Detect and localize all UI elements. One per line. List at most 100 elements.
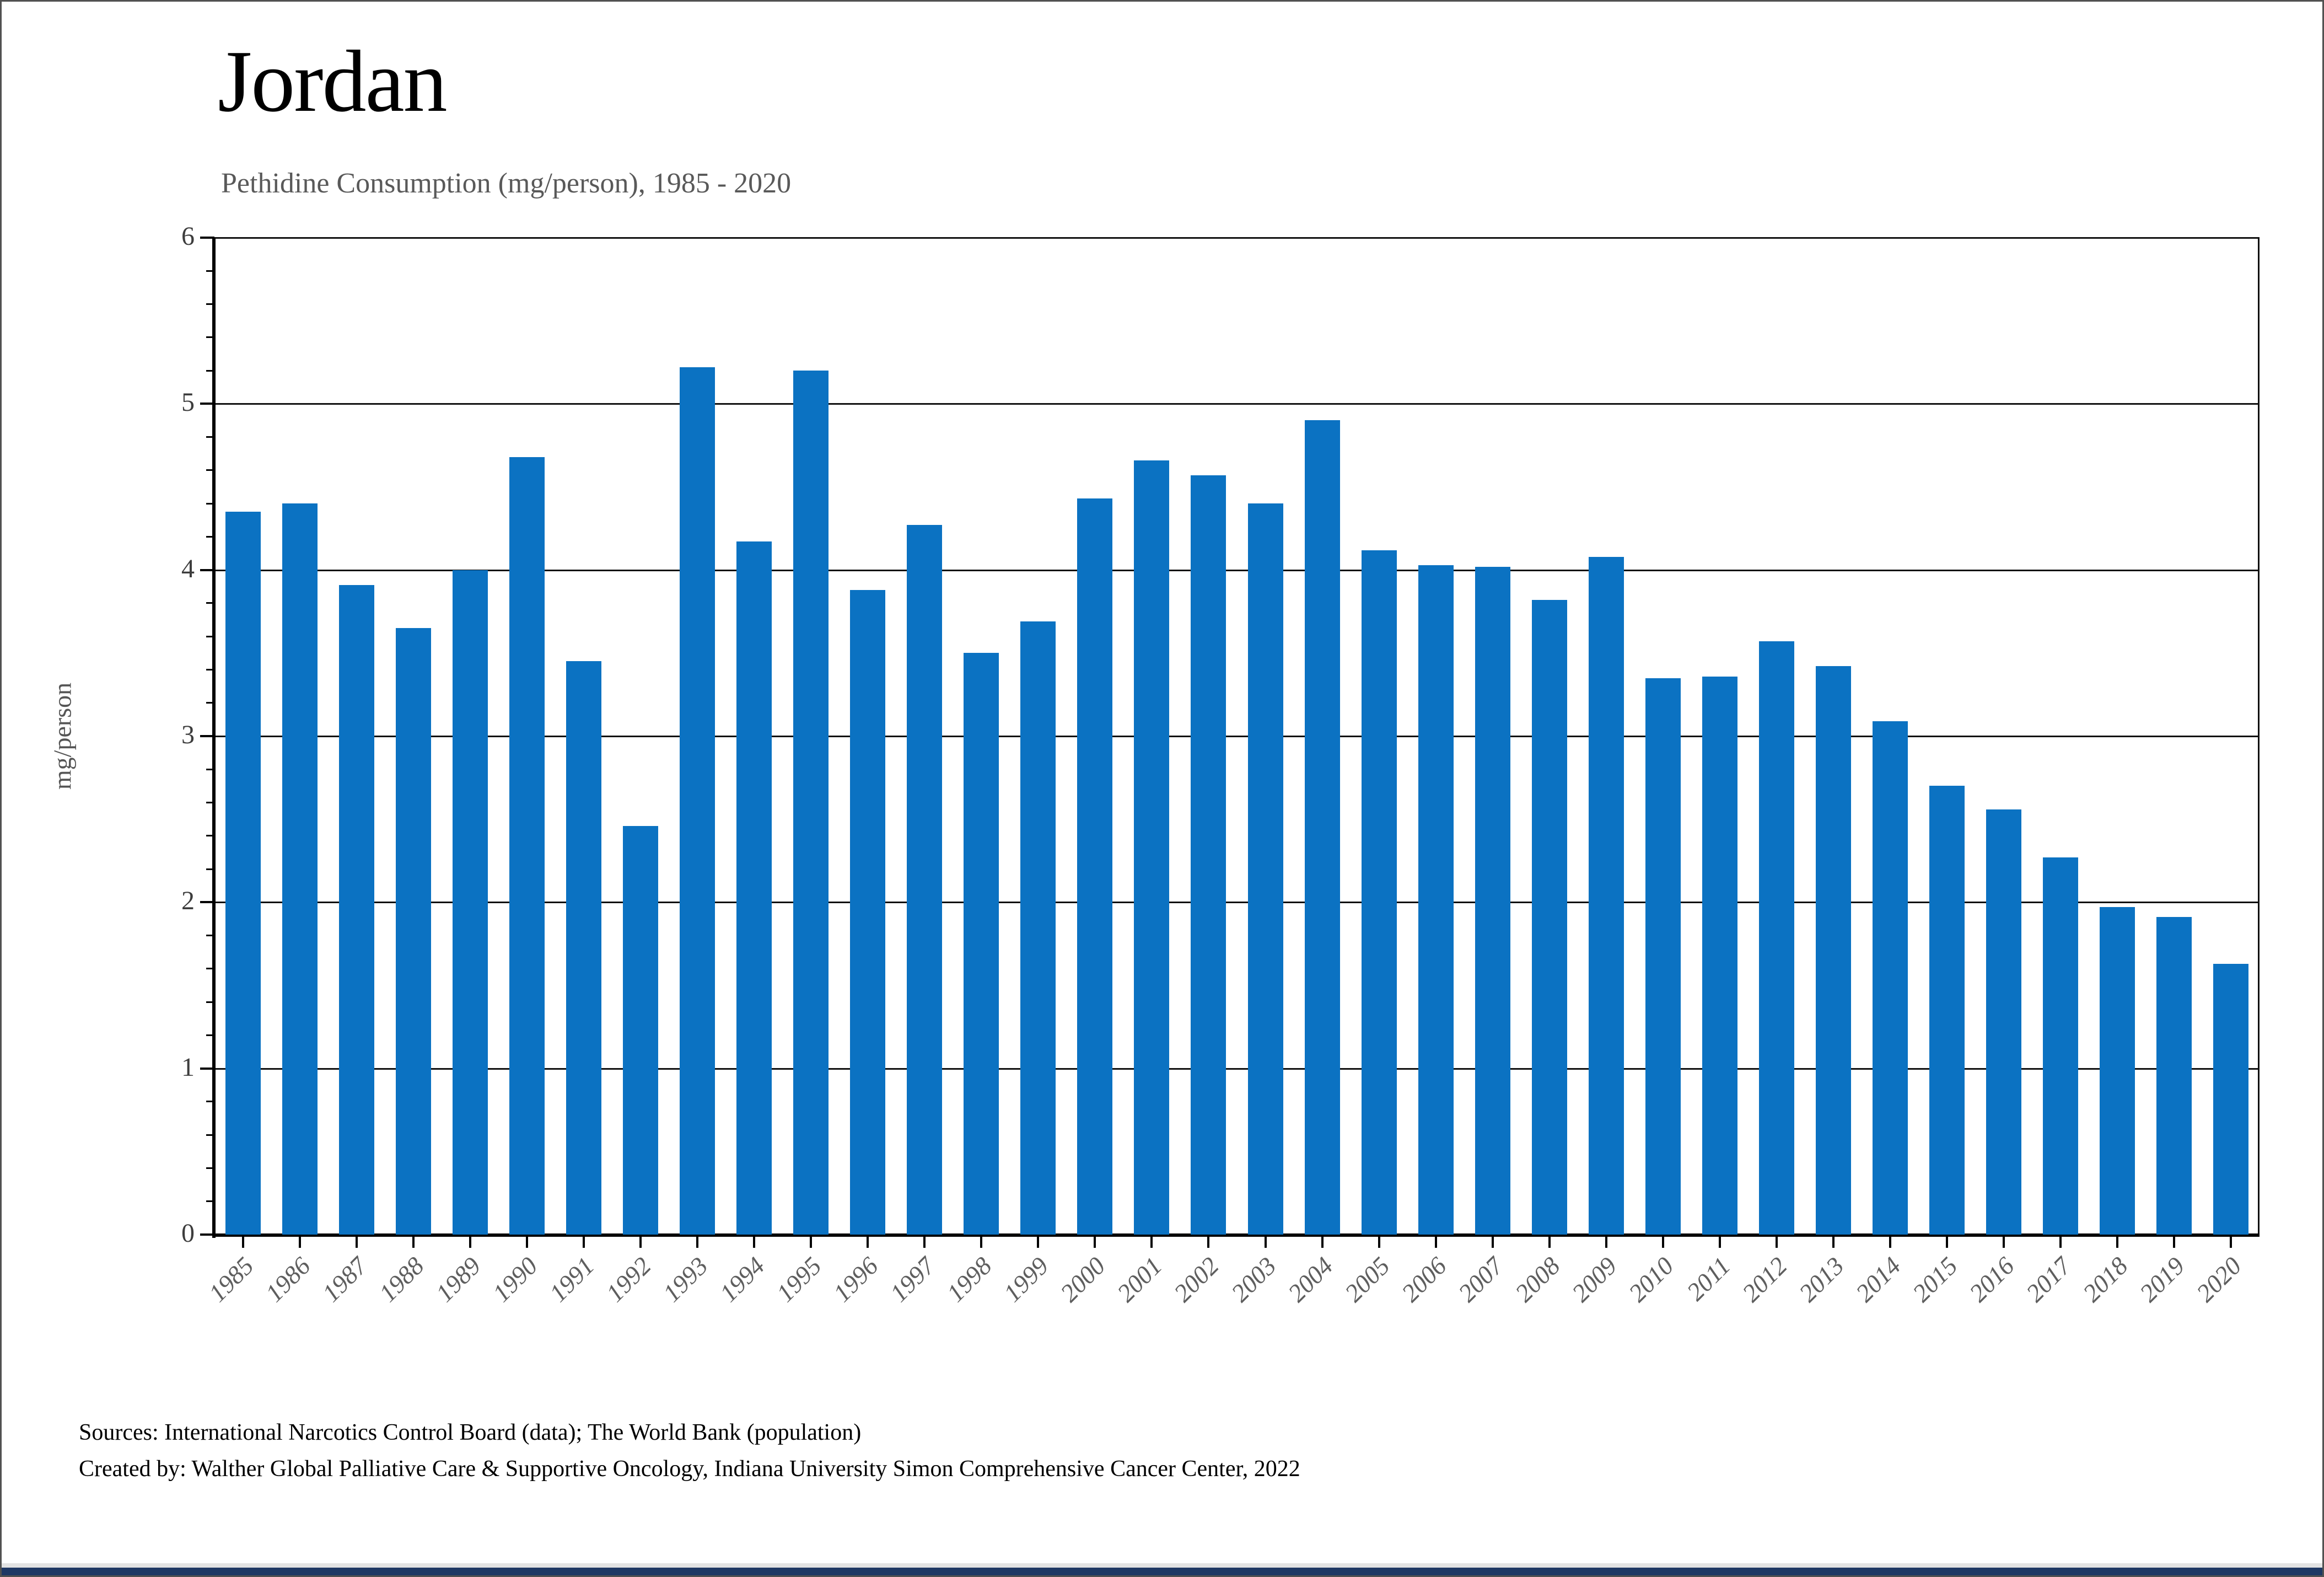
y-major-tick-4	[200, 568, 214, 571]
x-tick-1994	[753, 1235, 756, 1248]
footer-created-by-line: Created by: Walther Global Palliative Ca…	[79, 1456, 1300, 1482]
x-tick-1987	[355, 1235, 358, 1248]
x-tick-2012	[1776, 1235, 1778, 1248]
x-tick-2010	[1661, 1235, 1664, 1248]
gridline-y-4	[214, 569, 2260, 571]
y-minor-tick	[206, 768, 214, 770]
bar-1993	[679, 367, 715, 1235]
x-axis-line	[212, 1233, 2260, 1237]
y-minor-tick	[206, 702, 214, 704]
y-minor-tick	[206, 535, 214, 538]
bar-2009	[1588, 556, 1624, 1235]
x-tick-2001	[1150, 1235, 1153, 1248]
y-minor-tick	[206, 1034, 214, 1036]
bar-1994	[736, 541, 772, 1235]
x-tick-1995	[810, 1235, 813, 1248]
bar-1990	[509, 457, 545, 1235]
gridline-y-6	[214, 237, 2260, 239]
bar-1997	[907, 525, 943, 1235]
y-tick-label-3: 3	[181, 720, 195, 749]
bar-1987	[338, 584, 374, 1235]
footer-sources-line: Sources: International Narcotics Control…	[79, 1420, 862, 1445]
bar-1989	[452, 570, 488, 1235]
x-tick-2018	[2116, 1235, 2119, 1248]
bar-2003	[1247, 503, 1283, 1235]
y-minor-tick	[206, 336, 214, 339]
y-major-tick-2	[200, 901, 214, 904]
bottom-divider-line	[2, 1563, 2322, 1568]
x-tick-2000	[1094, 1235, 1096, 1248]
x-tick-1992	[639, 1235, 642, 1248]
bar-2014	[1873, 721, 1908, 1235]
y-minor-tick	[206, 1167, 214, 1169]
y-major-tick-0	[200, 1233, 214, 1236]
bar-1996	[850, 589, 886, 1235]
y-tick-label-4: 4	[181, 554, 195, 583]
bar-2015	[1929, 786, 1965, 1235]
y-tick-label-2: 2	[181, 886, 195, 916]
x-tick-1990	[525, 1235, 528, 1248]
y-minor-tick	[206, 436, 214, 438]
bar-2004	[1304, 420, 1340, 1235]
footer-credits: Sources: International Narcotics Control…	[79, 1414, 1300, 1487]
y-minor-tick	[206, 270, 214, 272]
y-major-tick-6	[200, 237, 214, 239]
bar-1985	[225, 512, 261, 1235]
page-title: Jordan	[218, 32, 448, 130]
x-tick-2014	[1889, 1235, 1892, 1248]
x-tick-1986	[298, 1235, 301, 1248]
y-axis-line	[212, 238, 216, 1238]
bar-2006	[1418, 565, 1454, 1235]
y-major-tick-3	[200, 735, 214, 737]
bar-2000	[1077, 498, 1113, 1235]
x-tick-2003	[1264, 1235, 1267, 1248]
bar-2008	[1531, 599, 1567, 1235]
x-tick-1993	[696, 1235, 698, 1248]
bar-2012	[1759, 641, 1795, 1235]
x-tick-1996	[867, 1235, 869, 1248]
bar-2001	[1134, 460, 1170, 1235]
bar-2007	[1475, 566, 1510, 1235]
gridline-y-3	[214, 736, 2260, 737]
x-tick-2004	[1321, 1235, 1324, 1248]
bar-1992	[622, 825, 658, 1235]
x-tick-1985	[241, 1235, 244, 1248]
x-tick-1989	[469, 1235, 471, 1248]
y-major-tick-5	[200, 403, 214, 405]
y-minor-tick	[206, 635, 214, 637]
bottom-accent-band	[2, 1568, 2322, 1575]
y-minor-tick	[206, 935, 214, 937]
x-tick-2002	[1207, 1235, 1210, 1248]
y-major-tick-1	[200, 1067, 214, 1070]
bar-1986	[282, 503, 318, 1235]
y-tick-label-1: 1	[181, 1052, 195, 1082]
gridline-y-5	[214, 403, 2260, 405]
bar-2017	[2043, 857, 2079, 1235]
x-tick-1998	[980, 1235, 983, 1248]
y-minor-tick	[206, 1101, 214, 1103]
x-tick-2008	[1548, 1235, 1551, 1248]
chart-subtitle: Pethidine Consumption (mg/person), 1985 …	[221, 168, 792, 199]
bar-2013	[1816, 666, 1852, 1235]
x-tick-1999	[1037, 1235, 1040, 1248]
y-minor-tick	[206, 1134, 214, 1136]
bar-1988	[395, 628, 431, 1235]
bar-2010	[1645, 678, 1681, 1235]
plot-right-border	[2258, 238, 2260, 1235]
x-tick-1997	[923, 1235, 926, 1248]
y-minor-tick	[206, 469, 214, 471]
y-minor-tick	[206, 668, 214, 671]
y-minor-tick	[206, 802, 214, 804]
x-tick-2016	[2003, 1235, 2005, 1248]
y-tick-label-5: 5	[181, 388, 195, 417]
x-tick-2005	[1378, 1235, 1380, 1248]
x-tick-2019	[2173, 1235, 2176, 1248]
gridline-y-1	[214, 1068, 2260, 1070]
gridline-y-2	[214, 902, 2260, 904]
y-tick-label-0: 0	[181, 1219, 195, 1248]
y-minor-tick	[206, 602, 214, 604]
y-tick-label-6: 6	[181, 222, 195, 251]
bar-2016	[1986, 809, 2022, 1235]
